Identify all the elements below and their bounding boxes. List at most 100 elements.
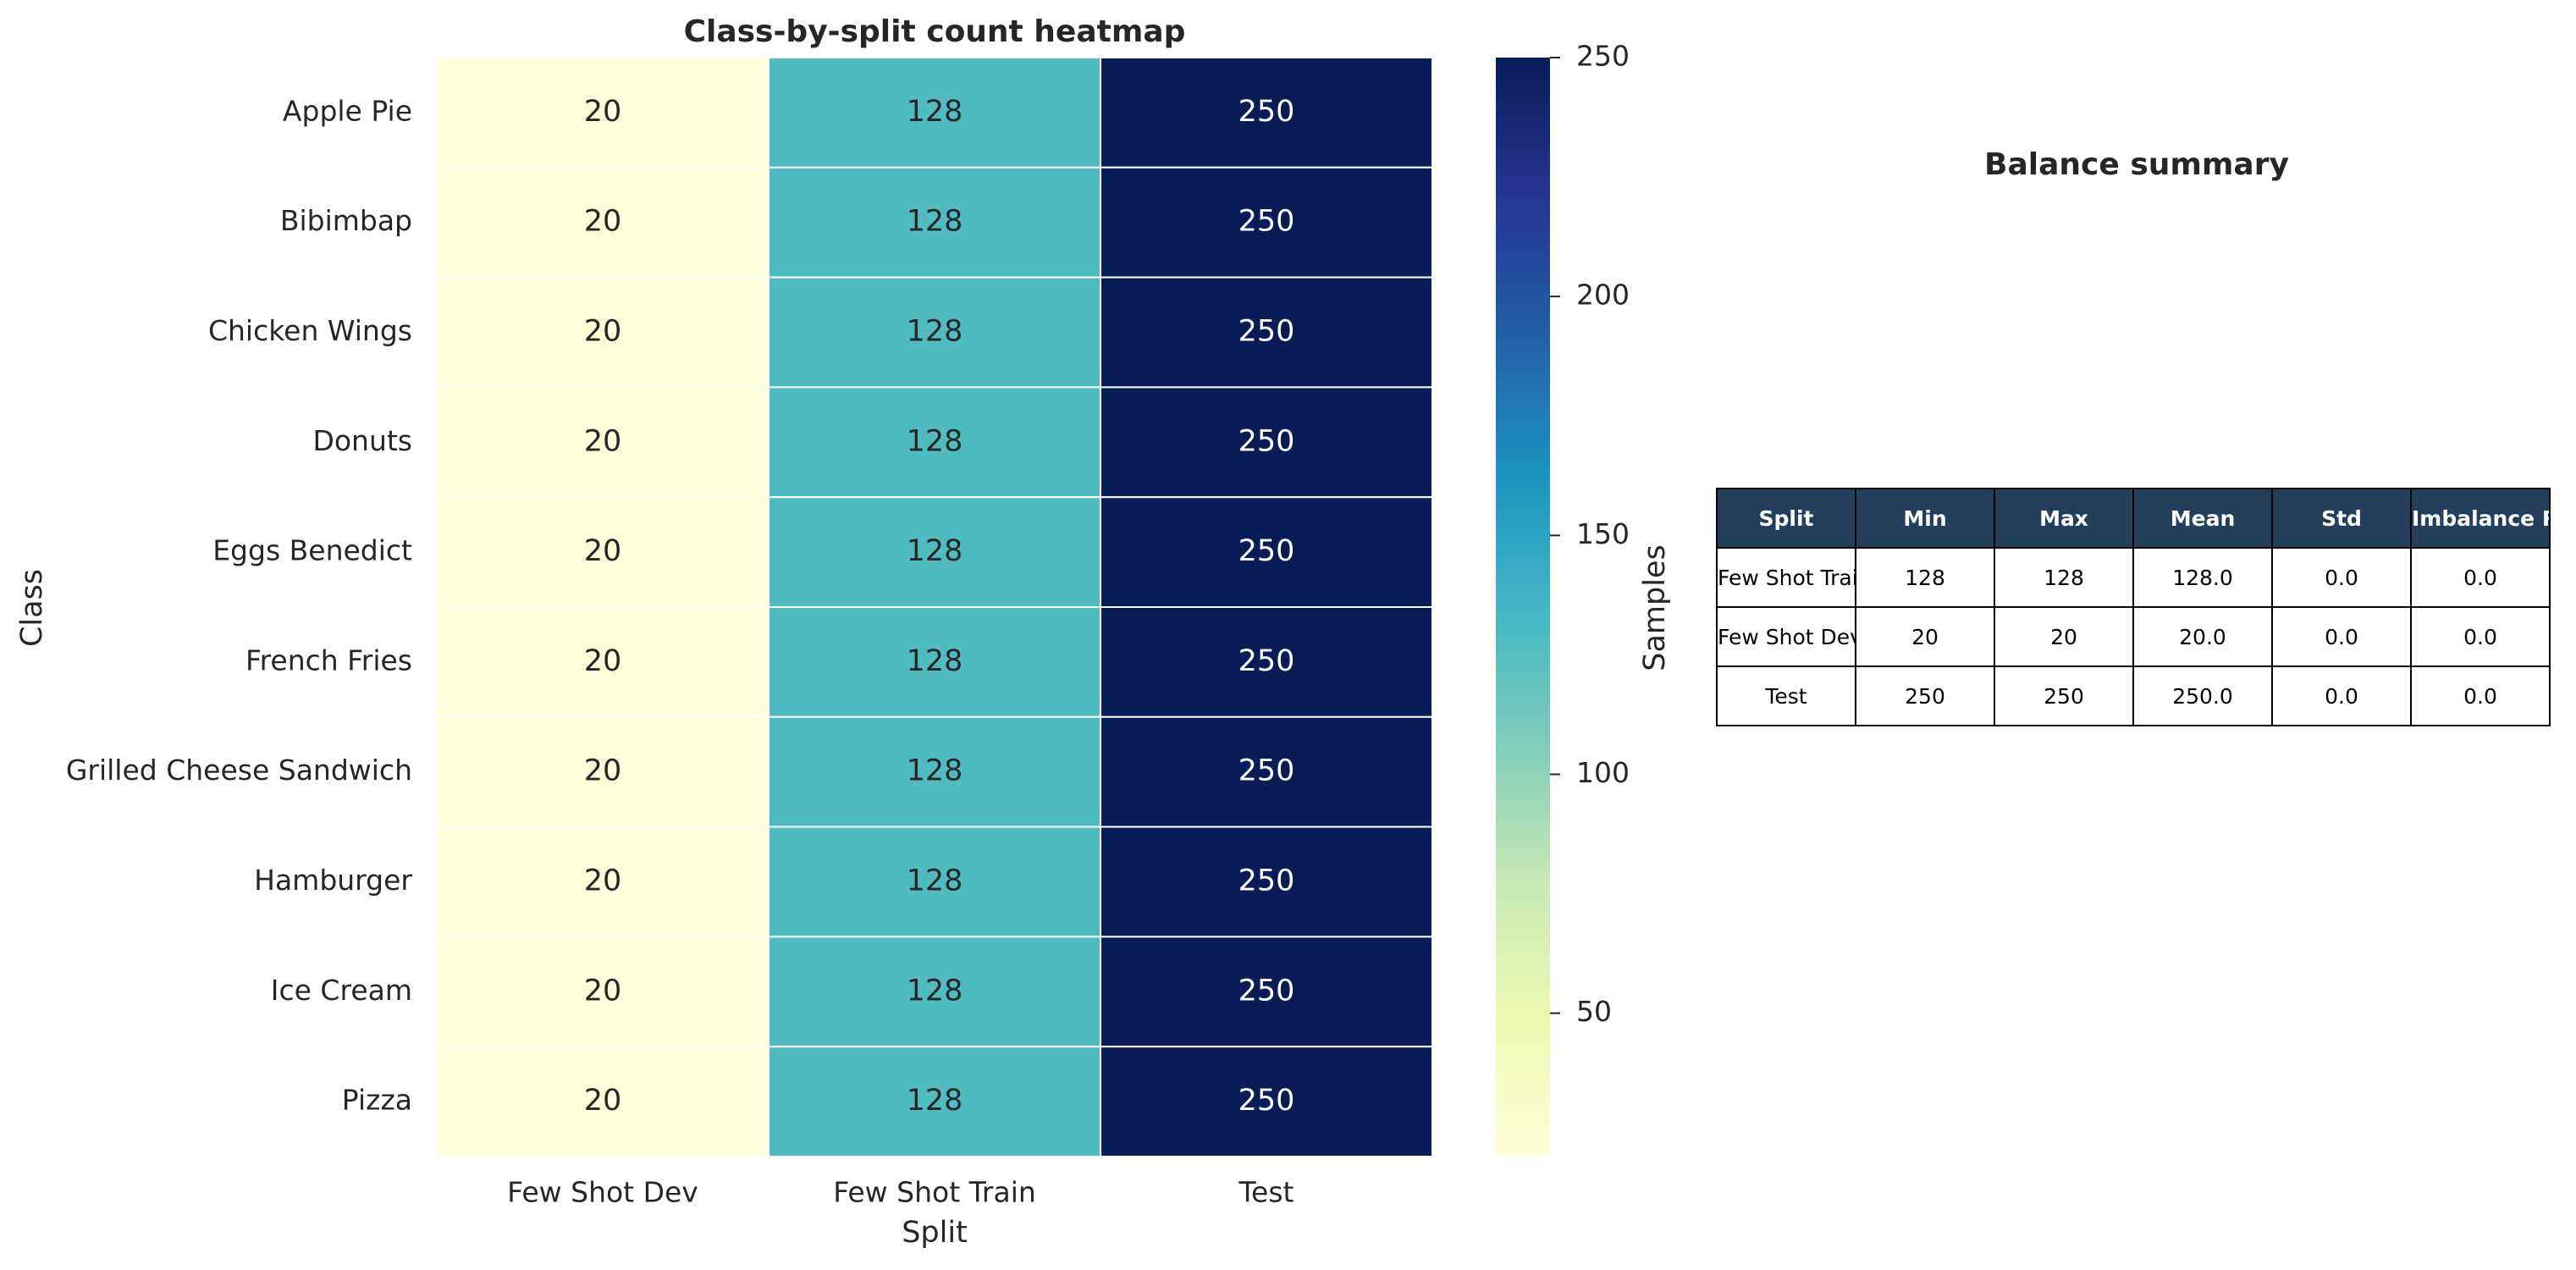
heatmap-cell	[1100, 606, 1433, 718]
y-tick-label: Bibimbap	[280, 204, 412, 237]
table-cell: 0.0	[2410, 606, 2551, 667]
table-cell: 128.0	[2132, 547, 2273, 608]
y-tick-label: Donuts	[312, 424, 412, 457]
colorbar-tick-label: 100	[1576, 756, 1630, 789]
heatmap-cell	[436, 57, 769, 168]
y-tick-label: Pizza	[342, 1084, 412, 1117]
y-tick-label: Eggs Benedict	[212, 534, 412, 567]
table-cell: 250.0	[2132, 665, 2273, 726]
table-row: Few Shot Train128128128.00.00.0	[1716, 547, 2551, 608]
cell-label: 128	[907, 644, 963, 678]
y-tick-label: Ice Cream	[271, 974, 412, 1007]
cell-label: 128	[907, 315, 963, 349]
cell-label: 20	[584, 95, 622, 129]
cell-label: 128	[907, 754, 963, 788]
cell-label: 250	[1238, 644, 1295, 678]
heatmap-cell	[1100, 826, 1433, 938]
cell-label: 20	[584, 864, 622, 898]
table-cell: 250	[1855, 665, 1995, 726]
table-cell: 20	[1855, 606, 1995, 667]
heatmap-chart: Class-by-split count heatmap Split Class…	[15, 14, 1672, 1250]
y-tick-label: Grilled Cheese Sandwich	[66, 754, 412, 787]
colorbar-label: Samples	[1638, 544, 1672, 671]
heatmap-cell	[1100, 386, 1433, 499]
table-cell: 128	[1994, 547, 2134, 608]
x-tick-label: Test	[1238, 1176, 1294, 1209]
colorbar-tick-label: 150	[1576, 517, 1630, 550]
y-tick-label: French Fries	[245, 643, 412, 676]
table-cell: 20	[1994, 606, 2134, 667]
heatmap-cell	[1100, 57, 1433, 168]
cell-label: 20	[584, 424, 622, 458]
table-cell: Test	[1716, 665, 1856, 726]
table-header-cell: Std	[2271, 488, 2412, 549]
table-cell: 0.0	[2271, 606, 2412, 667]
cell-label: 20	[584, 205, 622, 239]
heatmap-cell	[436, 606, 769, 718]
table-row: Test 250 250 250.0 0.0 0.0	[1716, 665, 2551, 726]
heatmap-cell	[1100, 166, 1433, 279]
cell-label: 250	[1238, 95, 1295, 129]
heatmap-cell	[768, 166, 1101, 279]
cell-label: 250	[1238, 1084, 1295, 1118]
y-tick-label: Apple Pie	[283, 94, 412, 127]
heatmap-cell	[768, 606, 1101, 718]
colorbar	[1496, 58, 1550, 1157]
cell-label: 128	[907, 534, 963, 568]
heatmap-cell	[436, 826, 769, 938]
table-cell: 0.0	[2410, 665, 2551, 726]
cell-label: 250	[1238, 754, 1295, 788]
cell-label: 250	[1238, 424, 1295, 458]
cell-label: 250	[1238, 864, 1295, 898]
table-cell: 0.0	[2410, 547, 2551, 608]
heatmap-cell	[436, 166, 769, 279]
table-header-cell: Mean	[2132, 488, 2273, 549]
chart-title: Class-by-split count heatmap	[684, 14, 1186, 49]
cell-label: 250	[1238, 974, 1295, 1008]
heatmap-cell	[768, 1046, 1101, 1157]
cell-label: 250	[1238, 534, 1295, 568]
table-cell: Few Shot Dev	[1716, 606, 1856, 667]
cell-label: 128	[907, 1084, 963, 1118]
table-row: Few Shot Dev 20 20 20.0 0.0 0.0	[1716, 606, 2551, 667]
table-header-cell: Min	[1855, 488, 1995, 549]
table-cell: 128	[1855, 547, 1995, 608]
cell-label: 128	[907, 95, 963, 129]
colorbar-tick-label: 50	[1576, 995, 1612, 1028]
x-tick-label: Few Shot Dev	[507, 1176, 698, 1209]
table-cell: 20.0	[2132, 606, 2273, 667]
heatmap-cell	[436, 496, 769, 609]
heatmap-cell	[768, 496, 1101, 609]
y-tick-label: Chicken Wings	[208, 314, 412, 347]
table-header-cell: Imbalance Ratio	[2410, 488, 2551, 549]
heatmap-cell	[436, 936, 769, 1048]
colorbar-tick-label: 200	[1576, 279, 1630, 312]
cell-label: 250	[1238, 315, 1295, 349]
table-title: Balance summary	[1984, 147, 2289, 182]
heatmap-cell	[1100, 715, 1433, 828]
y-tick-label: Hamburger	[254, 864, 412, 897]
heatmap-cell	[436, 715, 769, 828]
heatmap-cell	[1100, 496, 1433, 609]
y-axis-label: Class	[15, 569, 49, 647]
heatmap-cell	[1100, 1046, 1433, 1157]
table-header-cell: Split	[1716, 488, 1856, 549]
heatmap-cell	[768, 57, 1101, 168]
table-cell: 0.0	[2271, 547, 2412, 608]
table-cell: 0.0	[2271, 665, 2412, 726]
heatmap-cell	[768, 826, 1101, 938]
table-cell: 250	[1994, 665, 2134, 726]
cell-label: 20	[584, 644, 622, 678]
heatmap-cell	[768, 715, 1101, 828]
cell-label: 250	[1238, 205, 1295, 239]
cell-label: 128	[907, 205, 963, 239]
heatmap-cell	[436, 1046, 769, 1157]
cell-label: 20	[584, 534, 622, 568]
heatmap-cell	[1100, 936, 1433, 1048]
cell-label: 20	[584, 1084, 622, 1118]
cell-label: 20	[584, 315, 622, 349]
colorbar-tick-label: 250	[1576, 40, 1630, 73]
cell-label: 20	[584, 974, 622, 1008]
